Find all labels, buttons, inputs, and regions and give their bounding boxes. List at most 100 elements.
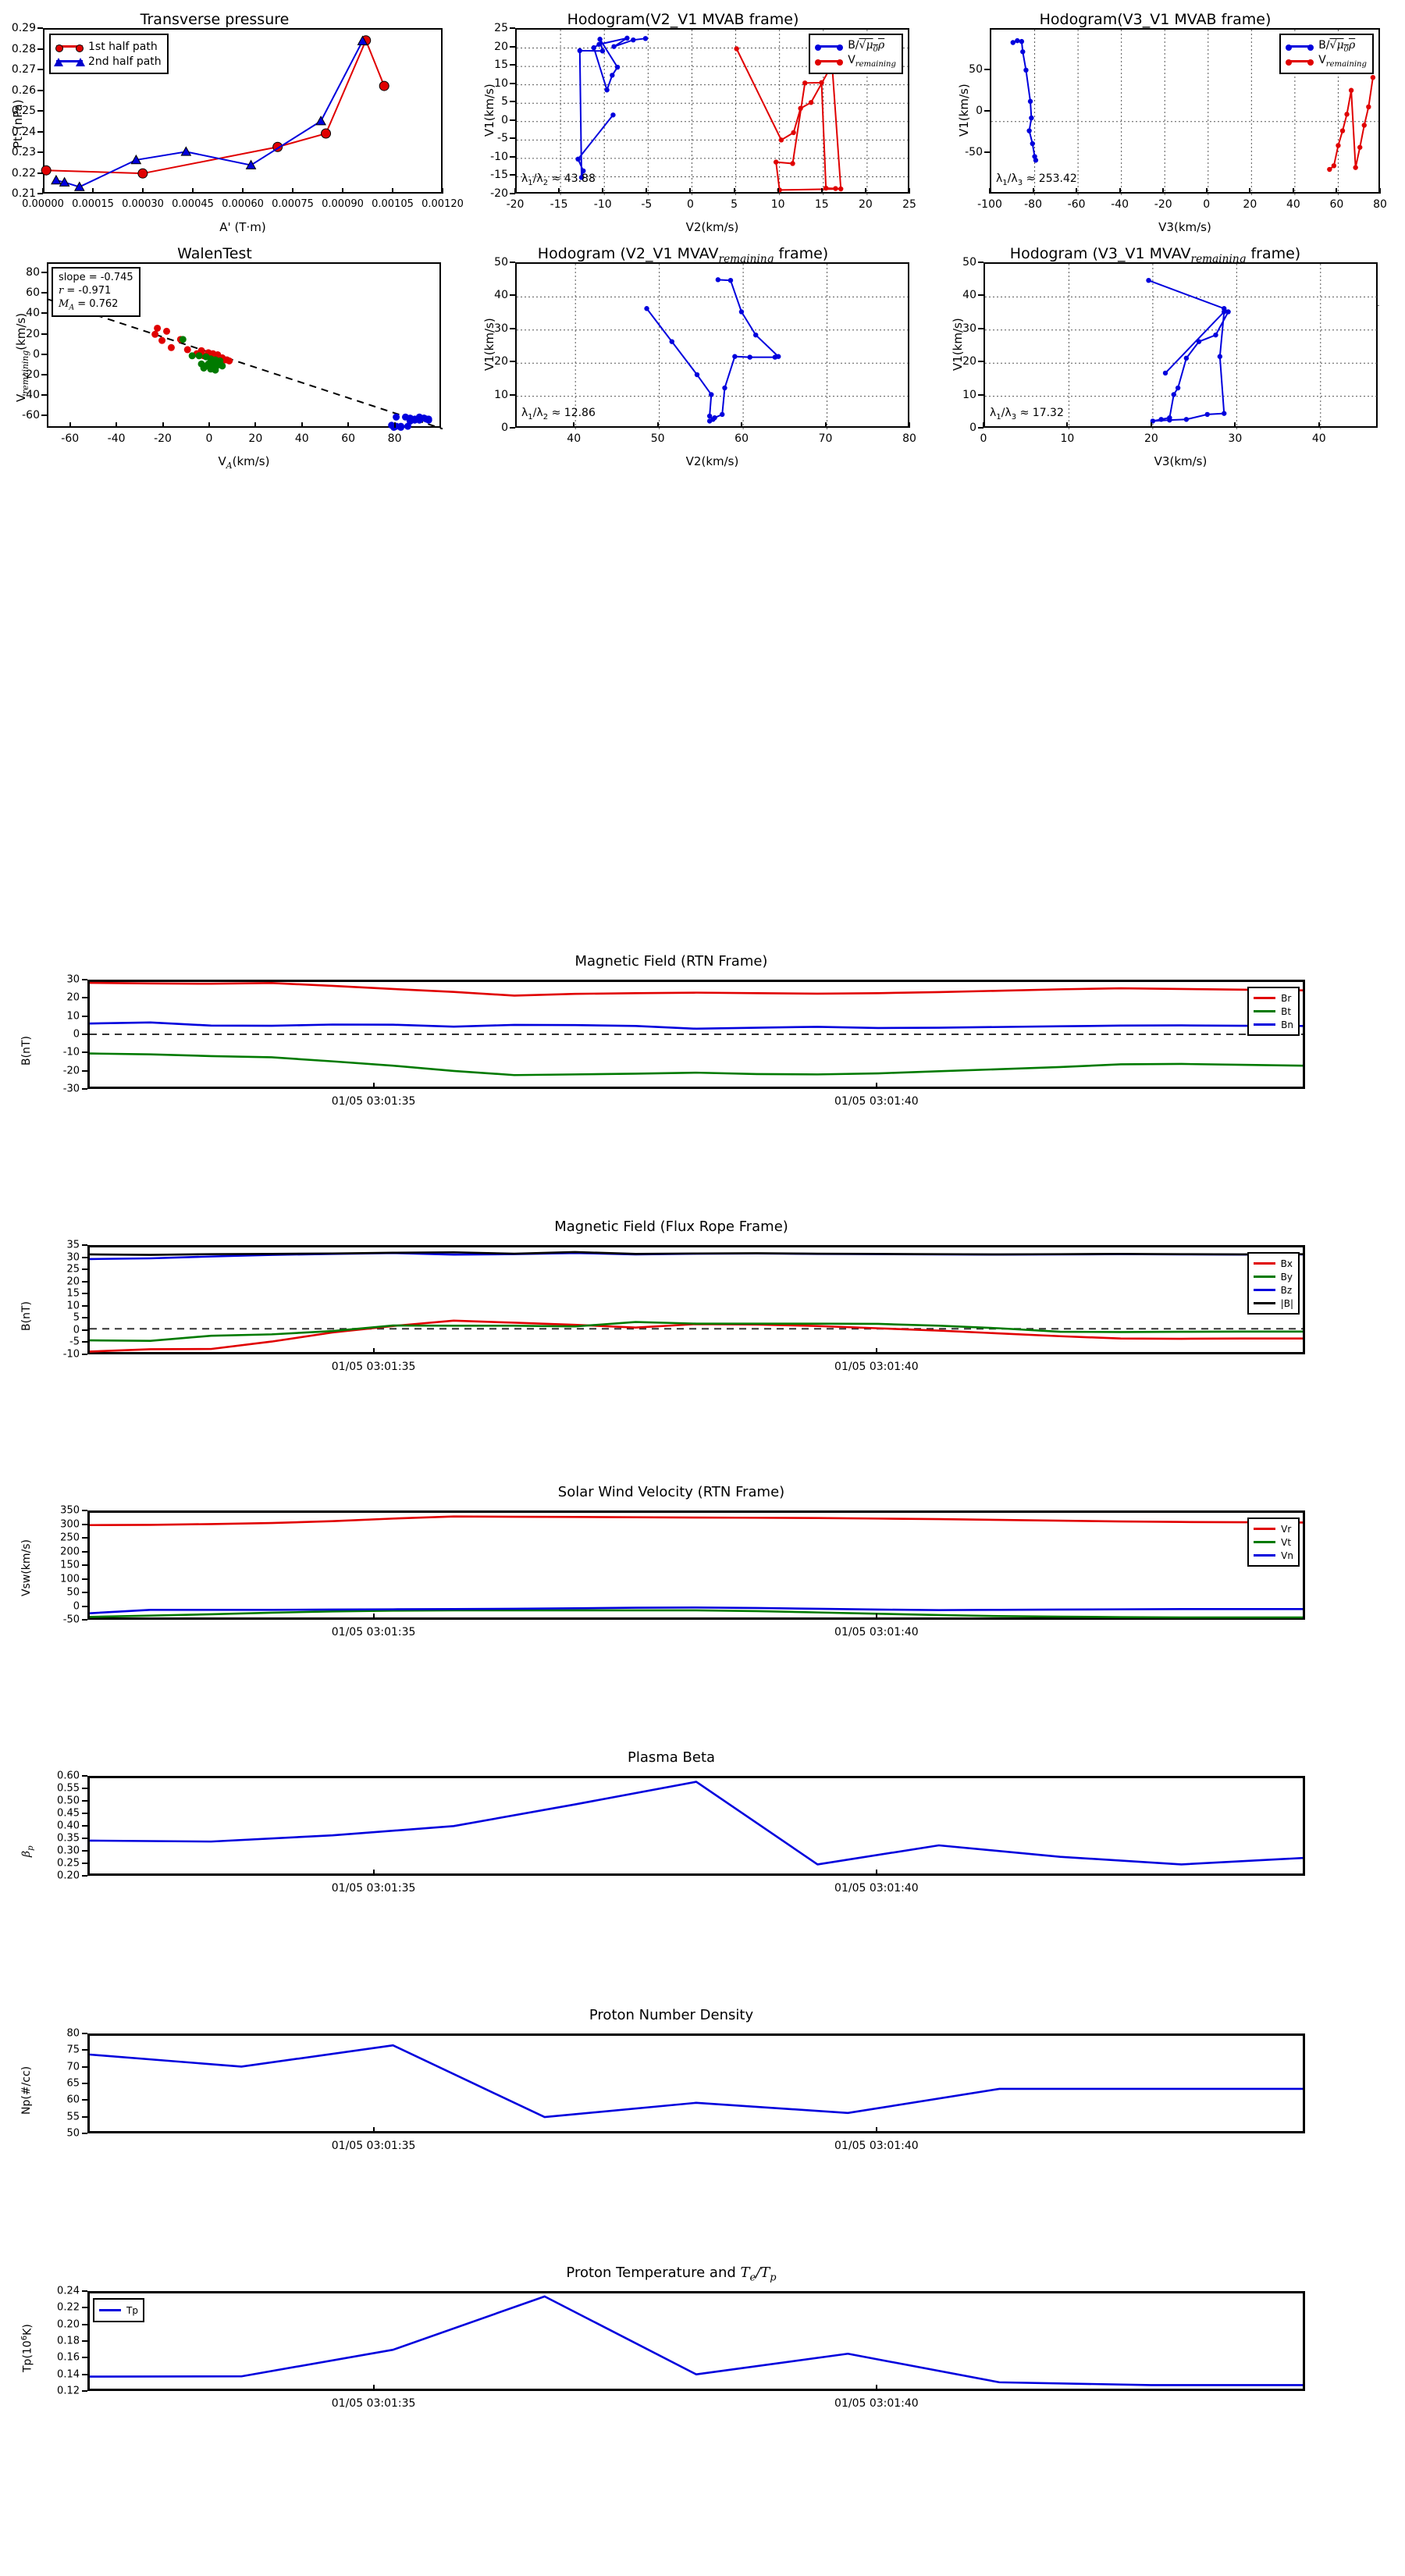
np-data: [89, 2044, 1303, 2119]
time-tick-label: 01/05 03:01:40: [834, 2397, 919, 2410]
y-tick-label: 40: [26, 307, 40, 320]
y-tick-mark: [41, 415, 47, 417]
x-tick-mark: [909, 188, 910, 194]
tp-data: [89, 2295, 1303, 2386]
y-tick-mark: [82, 2099, 87, 2101]
y-tick-mark: [37, 69, 43, 70]
y-tick-mark: [510, 294, 515, 297]
x-tick-mark: [92, 188, 94, 194]
time-tick-label: 01/05 03:01:40: [834, 2140, 919, 2152]
legend: Br Bt Bn: [1247, 987, 1300, 1036]
plot-area: [87, 2033, 1305, 2133]
x-tick-mark: [393, 422, 396, 428]
panel-beta: Plasma Beta 0.20 0.25 0.30 0.35 0.40 0.45 0.50 0…: [0, 1746, 1405, 1913]
y-axis-label: V1(km/s): [957, 84, 971, 137]
y-tick-label: 0.18: [57, 2335, 80, 2347]
y-tick-label: 20: [494, 40, 508, 53]
legend-line-br: [1254, 997, 1276, 999]
y-tick-label: -60: [22, 409, 40, 422]
x-tick-label: 0: [205, 432, 213, 445]
x-tick-mark: [254, 422, 257, 428]
plot-area: [87, 1776, 1305, 1876]
y-tick-label: 0.40: [57, 1820, 80, 1832]
x-tick-mark: [646, 188, 648, 194]
y-tick-mark: [82, 2065, 87, 2068]
y-tick-mark: [510, 327, 515, 329]
y-tick-mark: [82, 1564, 87, 1566]
y-tick-mark: [978, 262, 984, 263]
panel-mag-rtn: Magnetic Field (RTN Frame) Br Bt Bn -30 -20 -1…: [0, 950, 1405, 1126]
y-tick-mark: [37, 110, 43, 112]
x-tick-label: -20: [1154, 198, 1172, 211]
legend-row: Bx: [1253, 1257, 1293, 1270]
legend-row: B/√μ0ρ: [1286, 39, 1367, 54]
y-tick-mark: [82, 1069, 87, 1072]
legend-label: Vremaining: [1318, 54, 1367, 69]
x-tick-label: -20: [506, 198, 525, 211]
y-tick-label: 0.25: [11, 105, 36, 117]
y-tick-mark: [510, 427, 515, 429]
legend-line-bz: [1253, 1289, 1275, 1291]
x-tick-label: -15: [550, 198, 568, 211]
y-tick-label: 0.16: [57, 2351, 80, 2364]
x-tick-label: 30: [1228, 432, 1243, 445]
y-tick-label: -20: [490, 187, 508, 200]
x-tick-mark: [208, 422, 210, 428]
y-tick-label: 5: [73, 1311, 80, 1324]
y-tick-mark: [82, 2083, 87, 2084]
x-tick-label: 0.00075: [272, 198, 314, 210]
legend-label: Bt: [1281, 1005, 1292, 1017]
y-tick-label: 0: [33, 347, 40, 361]
plot-area: λ1/λ2 ≈ 12.86: [515, 262, 911, 429]
x-tick-label: 0: [1203, 198, 1211, 211]
y-tick-label: 10: [962, 388, 976, 401]
legend-label: By: [1280, 1271, 1293, 1283]
y-axis-label: βp: [20, 1845, 35, 1857]
time-tick-label: 01/05 03:01:40: [834, 1882, 919, 1895]
walen-slope: slope = -0.745: [59, 272, 133, 283]
y-axis-label: V1(km/s): [482, 318, 496, 371]
y-tick-mark: [82, 1863, 87, 1864]
x-tick-label: 0.00090: [322, 198, 364, 210]
x-tick-mark: [1249, 188, 1251, 194]
y-tick-mark: [37, 172, 43, 174]
x-tick-mark: [864, 188, 866, 194]
y-tick-label: 0.23: [11, 146, 36, 158]
y-tick-mark: [510, 155, 515, 158]
y-tick-mark: [82, 1317, 87, 1319]
x-tick-mark: [558, 188, 560, 194]
legend-label: 2nd half path: [88, 55, 162, 68]
x-tick-mark: [1234, 422, 1236, 428]
y-tick-mark: [41, 373, 47, 375]
y-tick-label: 0.22: [57, 2301, 80, 2314]
y-tick-mark: [82, 1838, 87, 1839]
y-axis-label: B(nT): [20, 1036, 33, 1066]
legend-label: Tp: [126, 2304, 138, 2316]
y-tick-mark: [82, 2133, 87, 2134]
x-tick-label: 20: [858, 198, 873, 211]
y-tick-mark: [82, 1354, 87, 1355]
legend-line-bx: [1253, 1262, 1275, 1265]
time-tick-mark: [875, 1870, 877, 1876]
y-tick-label: 200: [60, 1546, 80, 1557]
y-tick-label: 0.20: [57, 2318, 80, 2331]
y-tick-label: 75: [66, 2044, 80, 2056]
y-tick-mark: [510, 64, 515, 66]
panel-title: Solar Wind Velocity (RTN Frame): [557, 1484, 785, 1500]
hodogram-v2v1-mvav-data: [517, 264, 911, 429]
y-tick-mark: [37, 193, 43, 194]
x-tick-label: -80: [1024, 198, 1042, 211]
legend-label: B/√μ0ρ: [848, 39, 885, 54]
y-tick-label: 15: [494, 59, 508, 72]
y-tick-mark: [82, 1550, 87, 1553]
y-tick-mark: [82, 1813, 87, 1814]
legend-line-by: [1253, 1276, 1275, 1278]
y-tick-mark: [82, 1605, 87, 1607]
x-tick-mark: [689, 188, 692, 194]
panel-title: Proton Number Density: [589, 2007, 754, 2023]
panel-title: Transverse pressure: [140, 11, 290, 28]
x-tick-label: 40: [567, 432, 582, 445]
y-tick-mark: [82, 2373, 87, 2375]
y-tick-label: 40: [962, 289, 976, 302]
